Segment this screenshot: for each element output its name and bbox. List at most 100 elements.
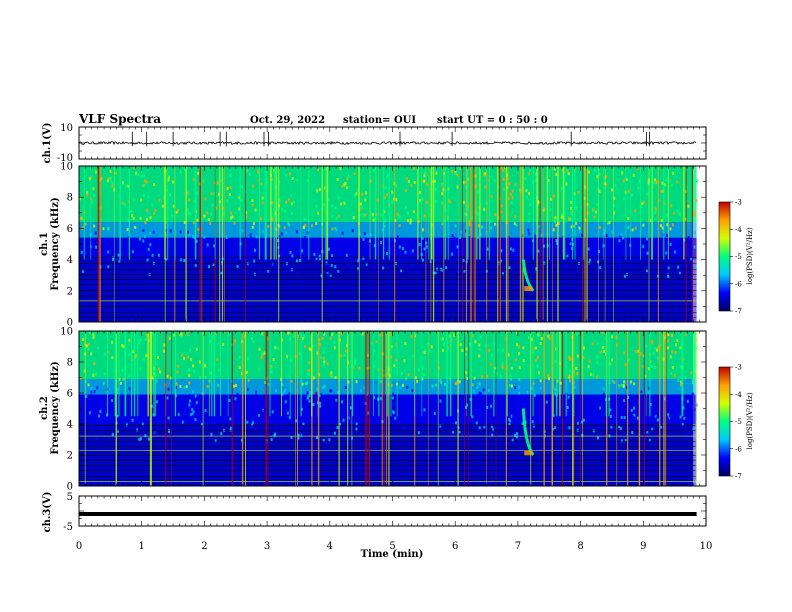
spectrogram-cell: [669, 179, 671, 183]
spectrogram-cell: [660, 219, 663, 223]
spectrogram-cell: [319, 401, 322, 405]
spectrogram-cell: [439, 424, 442, 428]
spectrogram-cell: [647, 181, 650, 185]
spectrogram-cell: [291, 177, 294, 180]
spectrogram-cell: [421, 377, 424, 381]
spectrogram-cell: [493, 179, 496, 182]
spectrogram-cell: [540, 233, 543, 237]
spectrogram-cell: [248, 260, 251, 264]
spectrogram-cell: [654, 414, 657, 418]
spectrogram-cell: [188, 374, 191, 378]
spectrogram-cell: [80, 250, 83, 254]
spectrogram-cell: [217, 383, 220, 387]
spectrogram-cell: [306, 245, 309, 249]
spectrogram-cell: [267, 269, 270, 273]
spectrogram-cell: [547, 179, 550, 182]
spectrogram-cell: [106, 413, 109, 417]
spectrogram-cell: [527, 336, 530, 340]
spectrogram-cell: [695, 198, 698, 202]
spectrogram-cell: [251, 203, 254, 207]
spectrogram-cell: [290, 436, 293, 439]
spectrogram-cell: [238, 207, 241, 211]
spectrogram-cell: [185, 385, 188, 389]
spectrogram-cell: [92, 187, 95, 191]
spectrogram-cell: [430, 345, 433, 349]
spectrogram-cell: [239, 415, 242, 418]
spectrogram-cell: [304, 257, 306, 261]
spectrogram-cell: [386, 252, 388, 255]
spectrogram-cell: [308, 399, 311, 403]
freq-tick-label: 4: [67, 255, 73, 266]
spectrogram-cell: [562, 438, 565, 441]
spectrogram-cell: [186, 355, 189, 359]
spectrogram-cell: [456, 185, 459, 189]
spectrogram-cell: [554, 220, 557, 224]
spectrogram-cell: [513, 424, 516, 428]
spectrogram-cell: [640, 390, 643, 394]
spectrogram-cell: [398, 245, 401, 249]
ch1-waveform-panel: 10 -10 ch.1(V): [42, 122, 707, 164]
spectrogram-cell: [292, 334, 295, 338]
spectrogram-cell: [419, 198, 422, 202]
spectrogram-cell: [643, 200, 646, 204]
spectrogram-cell: [653, 181, 656, 185]
spectrogram-cell: [476, 394, 479, 398]
spectrogram-cell: [351, 229, 354, 233]
spectrogram-cell: [186, 191, 189, 195]
spectrogram-cell: [545, 400, 548, 404]
spectrogram-cell: [147, 195, 150, 199]
spectrogram-cell: [236, 392, 239, 396]
spectrogram-cell: [430, 427, 433, 431]
ch1-ytick-top: 10: [60, 123, 73, 134]
spectrogram-cell: [410, 266, 413, 270]
spectrogram-cell: [347, 174, 350, 178]
spectrogram-cell: [179, 230, 182, 234]
spectrogram-cell: [323, 360, 326, 364]
spectrogram-cell: [284, 400, 287, 404]
spectrogram-cell: [353, 172, 356, 176]
spectrogram-cell: [394, 413, 396, 417]
spectrogram-cell: [212, 263, 215, 266]
spectrogram-cell: [249, 233, 252, 237]
spectrogram-cell: [185, 412, 188, 415]
spectrogram-cell: [390, 345, 393, 349]
spectrogram-cell: [410, 335, 413, 339]
spectrogram-cell: [308, 394, 311, 397]
spectrogram-cell: [524, 176, 527, 180]
spectrogram-cell: [301, 382, 304, 386]
spectrogram-cell: [281, 392, 284, 396]
spectrogram-cell: [671, 366, 674, 369]
spectrogram-cell: [192, 235, 194, 238]
spectrogram-cell: [93, 266, 95, 270]
spectrogram-cell: [511, 384, 513, 388]
spectrogram-cell: [82, 225, 85, 229]
spectrogram-cell: [646, 251, 649, 255]
spectrogram-cell: [407, 404, 410, 408]
spectrogram-cell: [336, 178, 339, 182]
spectrogram-cell: [560, 186, 563, 190]
spectrogram-cell: [165, 257, 168, 261]
spectrogram-cell: [189, 413, 192, 417]
spectrogram-cell: [422, 373, 425, 376]
spectrogram-cell: [631, 431, 634, 434]
spectrogram-cell: [674, 351, 677, 355]
spectrogram-cell: [424, 348, 427, 352]
spectrogram-cell: [565, 182, 568, 186]
spectrogram-cell: [177, 209, 179, 213]
ch1-colorbar-label: log(PSD)(V²/Hz): [746, 227, 754, 284]
spectrogram-cell: [306, 396, 309, 400]
spectrogram-cell: [139, 437, 142, 441]
spectrogram-cell: [275, 389, 277, 393]
spectrogram-cell: [121, 368, 124, 372]
spectrogram-cell: [309, 348, 312, 352]
spectrogram-cell: [614, 184, 617, 188]
spectrogram-cell: [547, 374, 550, 377]
spectrogram-cell: [354, 412, 357, 416]
spectrogram-cell: [500, 210, 503, 214]
spectrogram-cell: [121, 344, 124, 348]
spectrogram-cell: [114, 171, 117, 175]
spectrogram-cell: [686, 399, 689, 403]
spectrogram-cell: [123, 203, 126, 206]
spectrogram-cell: [152, 230, 155, 234]
spectrogram-cell: [232, 256, 235, 260]
